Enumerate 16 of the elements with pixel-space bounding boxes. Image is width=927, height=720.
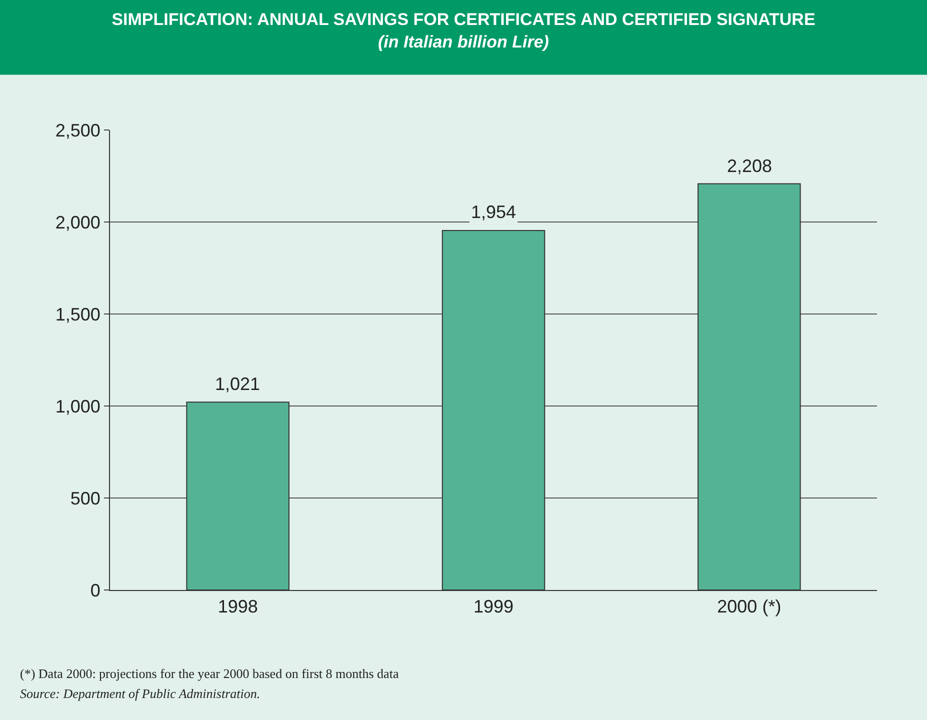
- data-label: 1,021: [215, 374, 260, 394]
- y-tick-label: 1,500: [55, 304, 100, 324]
- y-tick-label: 500: [70, 488, 100, 508]
- chart-subtitle: (in Italian billion Lire): [378, 32, 550, 52]
- x-tick-label: 2000 (*): [717, 596, 782, 617]
- data-label: 1,954: [471, 202, 516, 222]
- x-tick-label: 1999: [473, 596, 514, 617]
- chart-title: SIMPLIFICATION: ANNUAL SAVINGS FOR CERTIFICATES AND CERTIFIED SIGNATURE: [112, 10, 816, 30]
- y-tick-label: 2,000: [55, 212, 100, 232]
- text: (*) Data 2000: projections for the year 2000 based on first 8 months data: [20, 666, 399, 681]
- y-tick-label: 1,000: [55, 396, 100, 416]
- y-tick-label: 2,500: [55, 120, 100, 140]
- y-tick-label: 0: [90, 580, 100, 600]
- data-label: 2,208: [727, 156, 772, 176]
- x-tick-label: 1998: [218, 596, 258, 617]
- source-note: Source: Department of Public Administration.: [20, 686, 260, 701]
